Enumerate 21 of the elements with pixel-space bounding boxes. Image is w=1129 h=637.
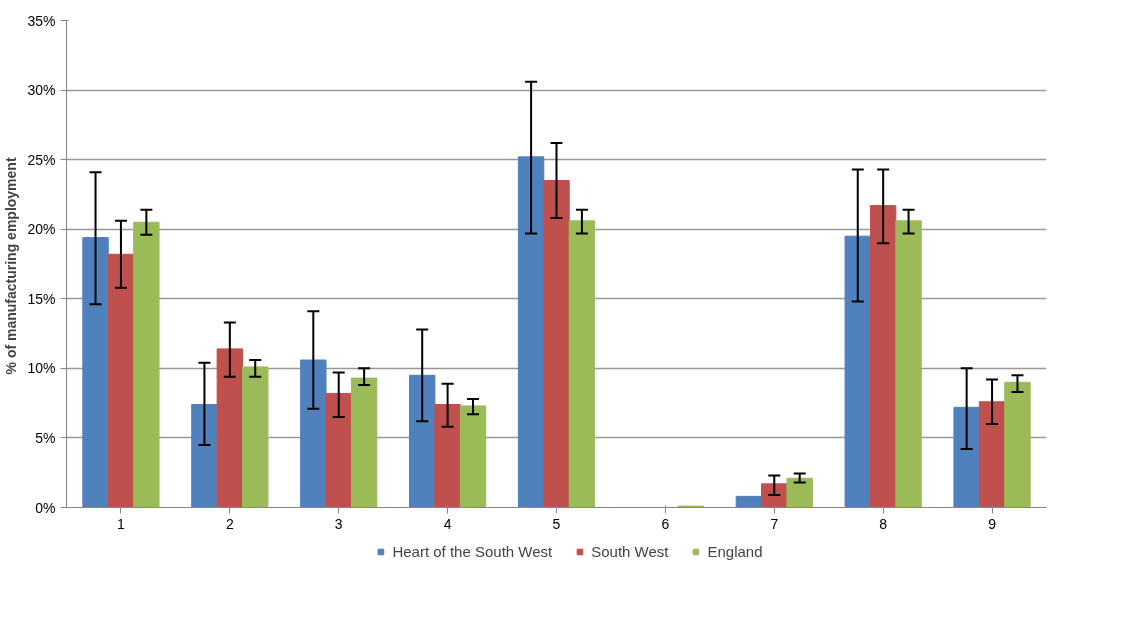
x-tick-label: 1 <box>117 515 126 532</box>
x-tick-label: 7 <box>770 515 779 532</box>
y-tick-label: 30% <box>27 82 56 99</box>
x-tick-label: 6 <box>661 515 670 532</box>
y-tick-label: 10% <box>27 360 56 377</box>
legend-label: England <box>707 542 763 560</box>
y-tick-label: 20% <box>27 221 56 238</box>
y-tick-label: 35% <box>27 12 56 29</box>
y-tick-label: 5% <box>35 429 56 446</box>
x-tick-label: 8 <box>879 515 888 532</box>
legend-label: South West <box>591 542 669 560</box>
x-tick-label: 3 <box>334 515 343 532</box>
y-tick-label: 15% <box>27 290 56 307</box>
legend-label: Heart of the South West <box>392 542 553 560</box>
y-tick-label: 0% <box>35 499 56 516</box>
x-tick-label: 9 <box>988 515 997 532</box>
x-tick-label: 4 <box>443 515 452 532</box>
x-tick-label: 2 <box>225 515 234 532</box>
x-tick-label: 5 <box>552 515 561 532</box>
y-axis-title: % of manufacturing employment <box>3 157 20 375</box>
y-tick-label: 25% <box>27 151 56 168</box>
